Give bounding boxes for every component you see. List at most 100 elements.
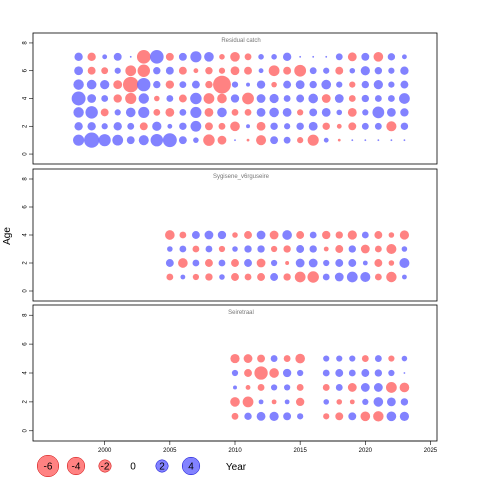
bubble xyxy=(256,411,266,421)
bubble xyxy=(165,107,175,117)
bubble xyxy=(231,108,239,116)
bubble xyxy=(373,80,383,90)
bubble xyxy=(309,80,317,89)
bubble xyxy=(322,273,330,281)
x-axis-label: Year xyxy=(226,462,247,473)
y-tick-label: 0 xyxy=(23,152,29,156)
bubble xyxy=(257,245,265,253)
bubble xyxy=(205,67,213,75)
bubble xyxy=(230,397,240,407)
bubble xyxy=(191,231,200,239)
bubble xyxy=(137,64,150,77)
bubble xyxy=(256,80,266,89)
bubble xyxy=(361,80,369,89)
bubble xyxy=(347,107,357,117)
bubble xyxy=(349,355,356,362)
bubble xyxy=(242,396,254,408)
x-tick-label: 2025 xyxy=(424,448,438,454)
bubble xyxy=(283,66,292,75)
bubble xyxy=(295,80,305,90)
bubble xyxy=(283,273,291,281)
y-tick-label: 8 xyxy=(23,177,29,181)
y-tick-label: 2 xyxy=(23,261,29,265)
x-tick-label: 2000 xyxy=(98,448,112,454)
bubble xyxy=(213,75,231,94)
bubble xyxy=(73,134,85,146)
bubble xyxy=(351,139,354,142)
legend-bubble xyxy=(66,456,86,476)
x-tick-label: 2015 xyxy=(293,448,307,454)
bubble xyxy=(179,245,187,253)
bubble xyxy=(294,271,306,283)
bubble xyxy=(388,81,395,88)
panel-title: Sygisene_v6rguseire xyxy=(213,174,270,180)
bubble xyxy=(256,94,266,103)
bubble xyxy=(205,259,213,267)
bubble xyxy=(74,52,83,62)
bubble xyxy=(190,120,202,132)
legend-item: -4 xyxy=(66,456,86,476)
bubble xyxy=(282,368,292,378)
bubble xyxy=(125,107,136,118)
bubble xyxy=(100,80,110,90)
bubble xyxy=(402,274,407,280)
bubble xyxy=(283,412,292,421)
bubble xyxy=(308,121,318,131)
bubble xyxy=(205,245,213,253)
bubble xyxy=(166,95,174,102)
bubble xyxy=(323,246,329,252)
bubble xyxy=(361,52,370,61)
bubble xyxy=(401,246,408,252)
bubble xyxy=(113,52,122,61)
legend-item: 2 xyxy=(155,459,169,473)
bubble xyxy=(349,399,355,405)
bubble xyxy=(87,52,96,62)
bubble xyxy=(258,399,264,405)
bubble xyxy=(285,261,290,265)
bubble xyxy=(323,259,330,267)
bubble xyxy=(388,369,395,377)
bubble xyxy=(296,122,304,130)
bubble xyxy=(387,53,396,61)
bubble xyxy=(256,230,266,240)
bubble xyxy=(138,135,149,146)
bubble xyxy=(137,77,151,92)
bubble xyxy=(179,122,187,130)
bubble xyxy=(269,411,279,421)
bubble xyxy=(113,94,122,103)
bubble xyxy=(361,122,369,130)
bubble xyxy=(361,369,370,377)
bubble xyxy=(364,139,367,142)
panels-layer: Residual catch 0 2 4 6 8 Sygisene_v6rguseire 0 2… xyxy=(23,32,438,442)
bubble xyxy=(244,412,252,421)
bubble xyxy=(362,109,369,116)
legend-label: 4 xyxy=(188,462,194,473)
bubble xyxy=(125,65,137,77)
bubble xyxy=(129,55,132,58)
bubble xyxy=(390,139,393,142)
bubble xyxy=(323,355,330,362)
bubble xyxy=(165,230,175,240)
bubble xyxy=(402,54,407,60)
bubble xyxy=(336,81,343,88)
bubble xyxy=(257,354,265,363)
bubble xyxy=(271,54,277,60)
bubble xyxy=(386,107,396,117)
bubble xyxy=(335,384,343,391)
bubble xyxy=(230,121,240,132)
y-tick-label: 2 xyxy=(23,400,29,404)
bubble xyxy=(335,259,344,267)
bubble xyxy=(258,54,264,60)
bubble xyxy=(270,355,278,362)
bubble xyxy=(256,258,266,268)
x-axis: 2000 2005 2010 2015 2020 2025 xyxy=(98,440,438,454)
bubble xyxy=(165,259,174,267)
bubble xyxy=(87,94,97,103)
bubble xyxy=(270,384,278,391)
bubble xyxy=(246,138,250,142)
bubble xyxy=(192,273,200,281)
bubble xyxy=(334,272,344,282)
bubble xyxy=(307,271,319,283)
bubble xyxy=(217,135,227,145)
bubble xyxy=(244,66,252,75)
